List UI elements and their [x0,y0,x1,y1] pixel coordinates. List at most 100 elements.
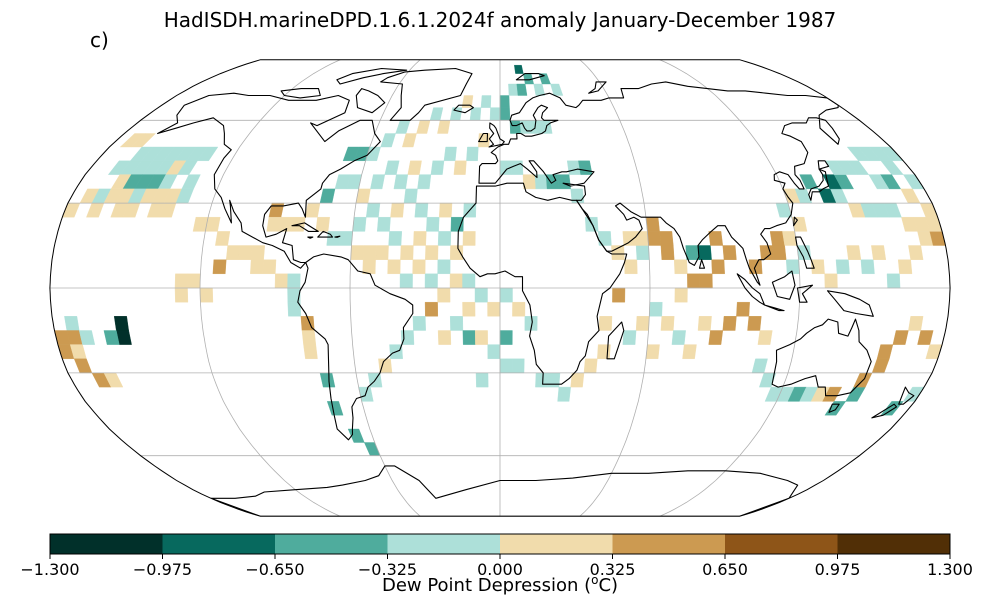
grid-cell [722,245,737,260]
grid-cell [174,287,189,303]
coastline [157,92,381,269]
grid-cell [557,386,571,402]
grid-cell [425,245,439,260]
coastline [457,182,628,385]
grid-cell [462,273,476,289]
grid-cell [474,330,488,345]
grid-cell [424,302,439,317]
grid-cell [407,160,422,175]
grid-cell [350,245,365,260]
coastline [606,321,625,360]
coastline [317,230,334,238]
grid-cell [437,330,452,345]
grid-cell [634,231,649,246]
grid-cell [510,160,524,175]
coastline [808,168,830,201]
grid-cell [546,372,561,388]
grid-cell [799,174,819,190]
grid-cell [305,202,321,218]
grid-cell [462,231,476,246]
coastline [380,67,473,121]
grid-cell [287,273,301,289]
world-map [49,59,951,517]
grid-cell [545,174,560,190]
colorbar-swatch [612,534,726,554]
grid-cell [326,401,344,416]
grid-cell [380,133,396,148]
grid-cell [424,273,438,289]
coastline [763,304,785,312]
grid-cell [370,174,386,190]
graticule [49,59,951,517]
grid-cell [388,231,403,246]
grid-cell [437,120,451,134]
grid-cell [352,217,367,232]
grid-cell [674,287,688,303]
grid-cell [449,245,464,260]
grid-cell [860,259,875,274]
map-boundary [49,59,951,517]
grid-cell [509,120,522,134]
coastline [355,88,386,114]
grid-cell [387,259,401,274]
coastline [291,222,319,232]
coastline [898,386,915,405]
grid-cell [475,372,489,388]
coastline [871,403,898,419]
grid-cell [557,174,571,190]
grid-cell [751,358,768,374]
grid-cell [250,259,264,274]
grid-cell [846,245,862,260]
grid-cell [868,174,890,190]
coastline [453,104,474,114]
grid-cell [512,302,526,317]
grid-cell [268,202,285,218]
coastline [297,253,414,441]
grid-cell [535,372,549,388]
grid-cell [266,217,282,232]
colorbar-frame [49,533,951,555]
grid-cell [414,202,429,218]
grid-cell [892,330,909,345]
grid-cell [362,245,377,260]
grid-cell [897,259,913,274]
grid-cell [722,316,737,331]
grid-cell [338,231,353,246]
grid-cell [437,231,452,246]
grid-cell [757,330,773,345]
panel-label: c) [90,28,109,52]
grid-cell [624,259,638,274]
grid-cell [769,231,785,246]
grid-cell [262,259,277,274]
grid-cell [673,259,688,274]
grid-cell [301,330,317,345]
grid-cell [736,302,750,317]
grid-cell [917,330,934,345]
colorbar-label: Dew Point Depression (oC) [0,573,1000,596]
grid-cell [682,344,697,359]
coastline [796,284,814,303]
grid-cell [315,217,330,232]
grid-cell [362,259,376,274]
grid-cell [908,316,924,331]
coastline [826,290,874,317]
coastline [828,403,840,413]
grid-cell [103,330,120,345]
grid-cell [113,316,129,331]
grid-cell [824,401,847,416]
grid-cell [443,146,457,161]
grid-cell [489,107,501,121]
coastline [478,81,840,286]
grid-cell [772,245,787,260]
coastline [793,216,798,227]
grid-cell [635,245,650,260]
grid-cell [514,65,524,74]
grid-cell [900,188,921,204]
coastline [488,122,505,148]
coastline [334,235,341,238]
grid-cell [660,316,675,331]
grid-cell [73,358,93,374]
grid-cell [871,245,887,260]
grid-cell [399,273,413,289]
grid-cell [645,344,660,359]
